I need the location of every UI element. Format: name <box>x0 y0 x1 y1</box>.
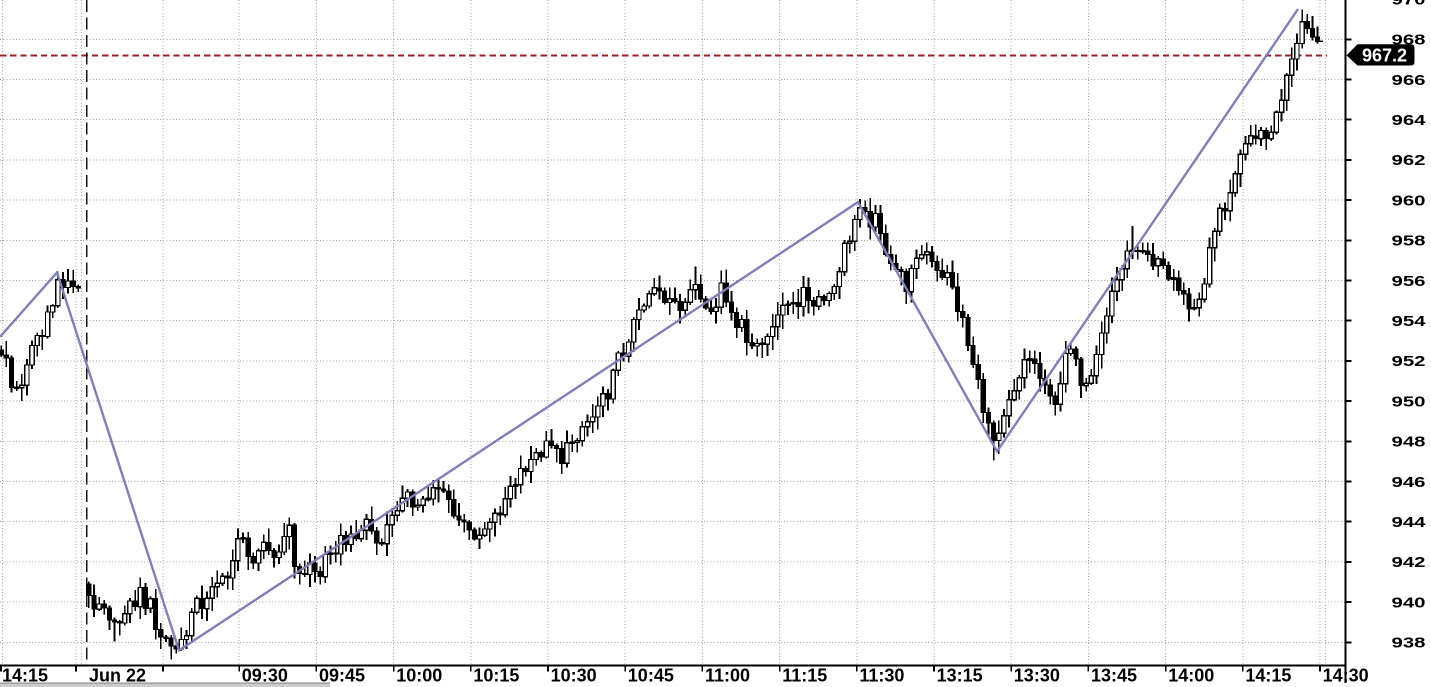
svg-text:14:15: 14:15 <box>2 666 48 686</box>
svg-text:962: 962 <box>1392 152 1426 169</box>
svg-text:952: 952 <box>1392 353 1426 370</box>
svg-text:946: 946 <box>1392 474 1426 491</box>
svg-text:10:15: 10:15 <box>473 666 519 686</box>
svg-text:14:30: 14:30 <box>1323 666 1369 686</box>
svg-text:948: 948 <box>1392 434 1426 451</box>
svg-text:966: 966 <box>1392 72 1426 89</box>
svg-text:10:45: 10:45 <box>628 666 674 686</box>
svg-text:967.2: 967.2 <box>1362 45 1407 65</box>
svg-text:14:15: 14:15 <box>1245 666 1291 686</box>
svg-text:10:00: 10:00 <box>396 666 442 686</box>
svg-text:10:30: 10:30 <box>551 666 597 686</box>
svg-text:09:30: 09:30 <box>242 666 288 686</box>
svg-text:964: 964 <box>1392 112 1427 129</box>
svg-text:09:45: 09:45 <box>319 666 365 686</box>
svg-text:14:00: 14:00 <box>1168 666 1214 686</box>
svg-text:940: 940 <box>1392 594 1426 611</box>
svg-text:11:00: 11:00 <box>705 666 750 686</box>
svg-text:942: 942 <box>1392 554 1426 571</box>
svg-text:938: 938 <box>1392 635 1426 652</box>
svg-text:958: 958 <box>1392 233 1426 250</box>
svg-text:11:15: 11:15 <box>782 666 827 686</box>
svg-text:960: 960 <box>1392 192 1426 209</box>
svg-text:13:30: 13:30 <box>1014 666 1060 686</box>
svg-text:11:30: 11:30 <box>859 666 904 686</box>
svg-text:950: 950 <box>1392 393 1426 410</box>
svg-text:13:15: 13:15 <box>937 666 983 686</box>
svg-text:956: 956 <box>1392 273 1426 290</box>
svg-text:13:45: 13:45 <box>1091 666 1137 686</box>
svg-text:970: 970 <box>1392 0 1426 8</box>
svg-text:954: 954 <box>1392 313 1427 330</box>
svg-text:944: 944 <box>1392 514 1427 531</box>
svg-text:Jun 22: Jun 22 <box>89 666 146 686</box>
